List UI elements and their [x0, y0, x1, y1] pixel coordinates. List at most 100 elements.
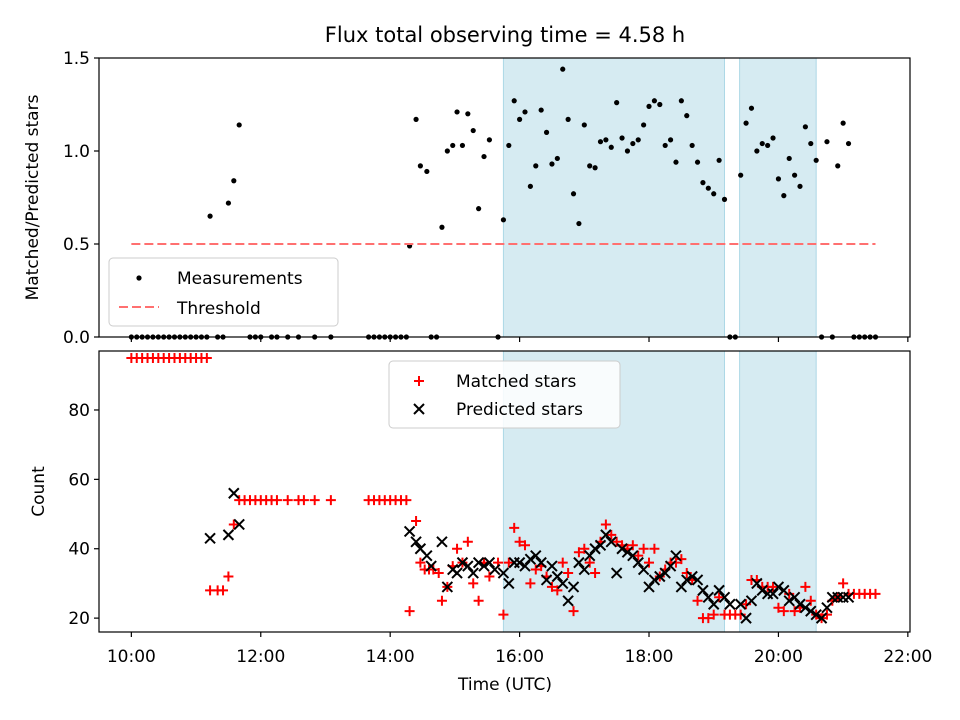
predicted-star-point — [456, 556, 469, 569]
x-tick-label: 12:00 — [236, 647, 285, 667]
measurement-point — [630, 140, 636, 147]
predicted-star-point — [425, 560, 437, 572]
measurement-point — [705, 185, 711, 191]
measurement-point — [711, 191, 717, 197]
measurement-point — [813, 157, 819, 163]
predicted-star-point — [675, 581, 688, 593]
predicted-star-point — [659, 567, 671, 579]
legend-marker-predicted — [413, 403, 425, 415]
measurement-point — [538, 107, 544, 113]
matched-star-point — [325, 495, 336, 506]
matched-star-point — [773, 602, 784, 613]
measurement-point — [225, 200, 232, 206]
matched-star-point — [433, 568, 444, 579]
predicted-star-point — [637, 563, 650, 576]
measurement-point — [721, 196, 728, 202]
predicted-star-point — [578, 563, 591, 576]
predicted-star-point — [605, 536, 617, 548]
measurement-point — [470, 127, 476, 134]
predicted-star-point — [441, 581, 454, 593]
measurement-point — [614, 100, 620, 106]
measurement-point — [738, 172, 744, 178]
predicted-star-point — [686, 570, 698, 583]
measurement-point — [522, 109, 528, 115]
legend-box — [108, 257, 339, 327]
measurement-point — [797, 183, 803, 189]
measurement-point — [516, 116, 523, 122]
predicted-star-point — [734, 598, 747, 610]
bottom-panel: 20 40 60 80 Count 10:00 12:00 14:00 16:00 18:00 20… — [29, 350, 932, 667]
matched-star-point — [563, 568, 574, 579]
matched-star-point — [525, 578, 536, 589]
legend-label: Predicted stars — [456, 400, 583, 420]
measurement-point — [667, 137, 674, 143]
measurement-point — [657, 101, 663, 108]
predicted-star-point — [513, 556, 526, 569]
matched-star-point — [514, 536, 525, 547]
matched-star-point — [708, 609, 719, 620]
predicted-star-point — [708, 598, 720, 610]
matched-star-point — [584, 557, 595, 568]
measurement-point — [716, 157, 722, 163]
matched-star-point — [223, 571, 234, 582]
matched-star-point — [644, 557, 655, 568]
predicted-star-point — [472, 556, 485, 569]
measurement-point — [802, 124, 808, 130]
matched-star-point — [271, 495, 282, 506]
matched-star-point — [778, 606, 789, 617]
predicted-star-point — [567, 581, 580, 593]
axes-frame — [98, 350, 911, 633]
measurement-point — [231, 178, 237, 184]
predicted-star-point — [702, 591, 715, 604]
predicted-star-point — [462, 560, 474, 572]
x-axis-label: Time (UTC) — [457, 675, 552, 695]
predicted-star-point — [724, 598, 736, 610]
measurement-point — [635, 137, 641, 143]
y-tick-label: 1.5 — [63, 49, 90, 69]
predicted-star-point — [524, 553, 537, 565]
measurement-point — [786, 155, 792, 162]
measurement-point — [754, 148, 760, 154]
predicted-star-point — [805, 605, 817, 617]
matched-star-point — [590, 568, 601, 579]
y-axis-label: Count — [29, 466, 49, 517]
measurement-point — [662, 142, 668, 149]
matched-star-point — [805, 595, 816, 606]
measurement-point — [236, 122, 242, 128]
predicted-star-point — [616, 543, 628, 555]
measurement-point — [603, 137, 609, 143]
y-tick-label: 1.0 — [63, 142, 90, 162]
matched-star-point — [714, 592, 725, 603]
matched-star-point — [468, 578, 479, 589]
measurement-point — [481, 153, 487, 160]
matched-star-point — [552, 585, 563, 596]
predicted-star-point — [778, 584, 790, 597]
predicted-star-point — [756, 584, 768, 597]
axes-frame — [98, 57, 911, 338]
matched-star-point — [633, 550, 644, 561]
predicted-star-point — [632, 556, 644, 569]
y-tick-label: 0.5 — [63, 235, 90, 255]
predicted-star-point — [627, 549, 639, 562]
legend-marker-matched — [414, 376, 424, 386]
predicted-star-point — [610, 567, 623, 579]
measurement-point — [808, 140, 814, 147]
measurement-point — [694, 159, 701, 165]
legend-box — [388, 360, 621, 429]
matched-star-point — [692, 595, 703, 606]
predicted-star-point — [697, 584, 709, 597]
measurement-point — [527, 183, 533, 189]
measurement-point — [500, 217, 507, 223]
x-tick-label: 16:00 — [495, 647, 544, 667]
matched-star-point — [870, 588, 881, 599]
predicted-star-point — [530, 549, 542, 562]
predicted-star-point — [691, 574, 704, 586]
matched-star-point — [568, 606, 579, 617]
legend-label: Threshold — [176, 299, 261, 319]
matched-star-point — [638, 543, 649, 554]
top-panel: 0.0 0.5 1.0 1.5 Matched/Predicted stars Measu… — [23, 49, 911, 348]
y-tick-label: 0.0 — [63, 328, 90, 348]
matched-star-point — [404, 606, 415, 617]
predicted-star-point — [594, 539, 607, 551]
